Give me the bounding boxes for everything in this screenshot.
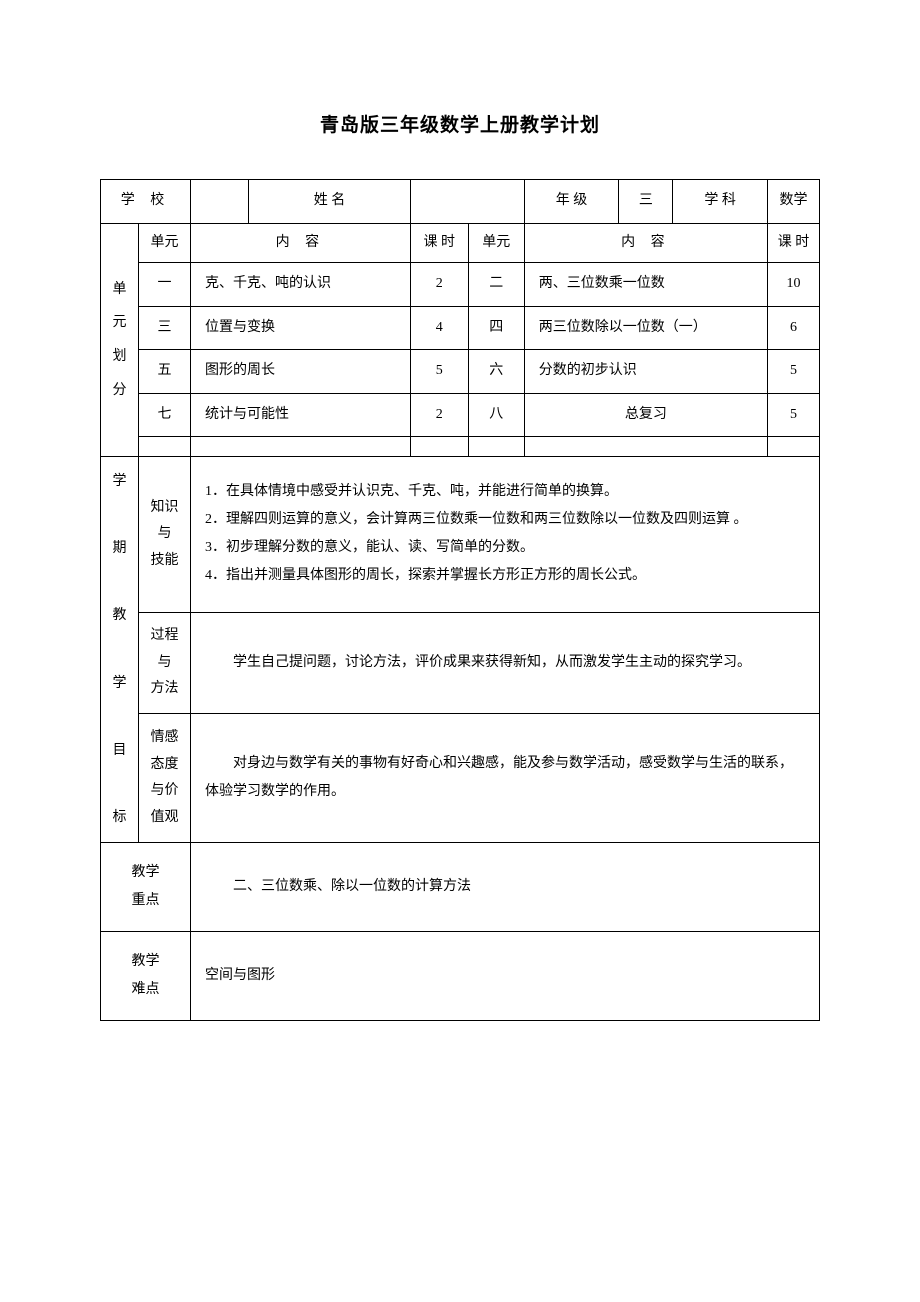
hours-header-b: 课 时 (768, 224, 820, 263)
hours-3a: 5 (410, 350, 468, 393)
unit-1b: 二 (468, 263, 524, 306)
unit-2b: 四 (468, 306, 524, 349)
unit-row-2: 三 位置与变换 4 四 两三位数除以一位数（一） 6 (101, 306, 820, 349)
attitude-label: 情感态度与价值观 (139, 714, 191, 843)
content-1a: 克、千克、吨的认识 (191, 263, 411, 306)
plan-table: 学 校 姓 名 年 级 三 学 科 数学 单元划分 单元 内 容 课 时 单元 … (100, 179, 820, 1021)
difficulties-row: 教学难点 空间与图形 (101, 932, 820, 1021)
grade-value: 三 (619, 180, 673, 224)
school-label: 学 校 (101, 180, 191, 224)
name-value (410, 180, 524, 224)
hours-header-a: 课 时 (410, 224, 468, 263)
content-header-b: 内 容 (524, 224, 767, 263)
objectives-row-knowledge: 学期教学目标 知识与技能 1．在具体情境中感受并认识克、千克、吨，并能进行简单的… (101, 456, 820, 612)
unit-section-label: 单元划分 (101, 224, 139, 457)
unit-header-row: 单元划分 单元 内 容 课 时 单元 内 容 课 时 (101, 224, 820, 263)
attitude-content: 对身边与数学有关的事物有好奇心和兴趣感，能及参与数学活动，感受数学与生活的联系，… (191, 714, 820, 843)
unit-header-b: 单元 (468, 224, 524, 263)
content-4b: 总复习 (524, 393, 767, 436)
hours-3b: 5 (768, 350, 820, 393)
knowledge-content: 1．在具体情境中感受并认识克、千克、吨，并能进行简单的换算。 2．理解四则运算的… (191, 456, 820, 612)
grade-label: 年 级 (524, 180, 619, 224)
content-2b: 两三位数除以一位数（一） (524, 306, 767, 349)
content-1b: 两、三位数乘一位数 (524, 263, 767, 306)
process-label: 过程与方法 (139, 612, 191, 713)
unit-row-1: 一 克、千克、吨的认识 2 二 两、三位数乘一位数 10 (101, 263, 820, 306)
hours-1a: 2 (410, 263, 468, 306)
hours-2b: 6 (768, 306, 820, 349)
content-4a: 统计与可能性 (191, 393, 411, 436)
keypoints-label: 教学重点 (101, 843, 191, 932)
header-row: 学 校 姓 名 年 级 三 学 科 数学 (101, 180, 820, 224)
difficulties-content: 空间与图形 (191, 932, 820, 1021)
unit-header-a: 单元 (139, 224, 191, 263)
page-title: 青岛版三年级数学上册教学计划 (100, 110, 820, 137)
subject-value: 数学 (768, 180, 820, 224)
hours-1b: 10 (768, 263, 820, 306)
hours-4a: 2 (410, 393, 468, 436)
knowledge-label: 知识与技能 (139, 456, 191, 612)
name-label: 姓 名 (249, 180, 410, 224)
keypoints-content: 二、三位数乘、除以一位数的计算方法 (191, 843, 820, 932)
school-value (191, 180, 249, 224)
unit-row-4: 七 统计与可能性 2 八 总复习 5 (101, 393, 820, 436)
unit-1a: 一 (139, 263, 191, 306)
content-header-a: 内 容 (191, 224, 411, 263)
subject-label: 学 科 (673, 180, 768, 224)
objectives-label: 学期教学目标 (101, 456, 139, 843)
objectives-row-attitude: 情感态度与价值观 对身边与数学有关的事物有好奇心和兴趣感，能及参与数学活动，感受… (101, 714, 820, 843)
unit-row-3: 五 图形的周长 5 六 分数的初步认识 5 (101, 350, 820, 393)
content-3b: 分数的初步认识 (524, 350, 767, 393)
content-2a: 位置与变换 (191, 306, 411, 349)
unit-4a: 七 (139, 393, 191, 436)
keypoints-row: 教学重点 二、三位数乘、除以一位数的计算方法 (101, 843, 820, 932)
empty-row (101, 436, 820, 456)
objectives-row-process: 过程与方法 学生自己提问题，讨论方法，评价成果来获得新知，从而激发学生主动的探究… (101, 612, 820, 713)
content-3a: 图形的周长 (191, 350, 411, 393)
hours-4b: 5 (768, 393, 820, 436)
hours-2a: 4 (410, 306, 468, 349)
unit-2a: 三 (139, 306, 191, 349)
unit-3b: 六 (468, 350, 524, 393)
unit-3a: 五 (139, 350, 191, 393)
unit-4b: 八 (468, 393, 524, 436)
process-content: 学生自己提问题，讨论方法，评价成果来获得新知，从而激发学生主动的探究学习。 (191, 612, 820, 713)
difficulties-label: 教学难点 (101, 932, 191, 1021)
